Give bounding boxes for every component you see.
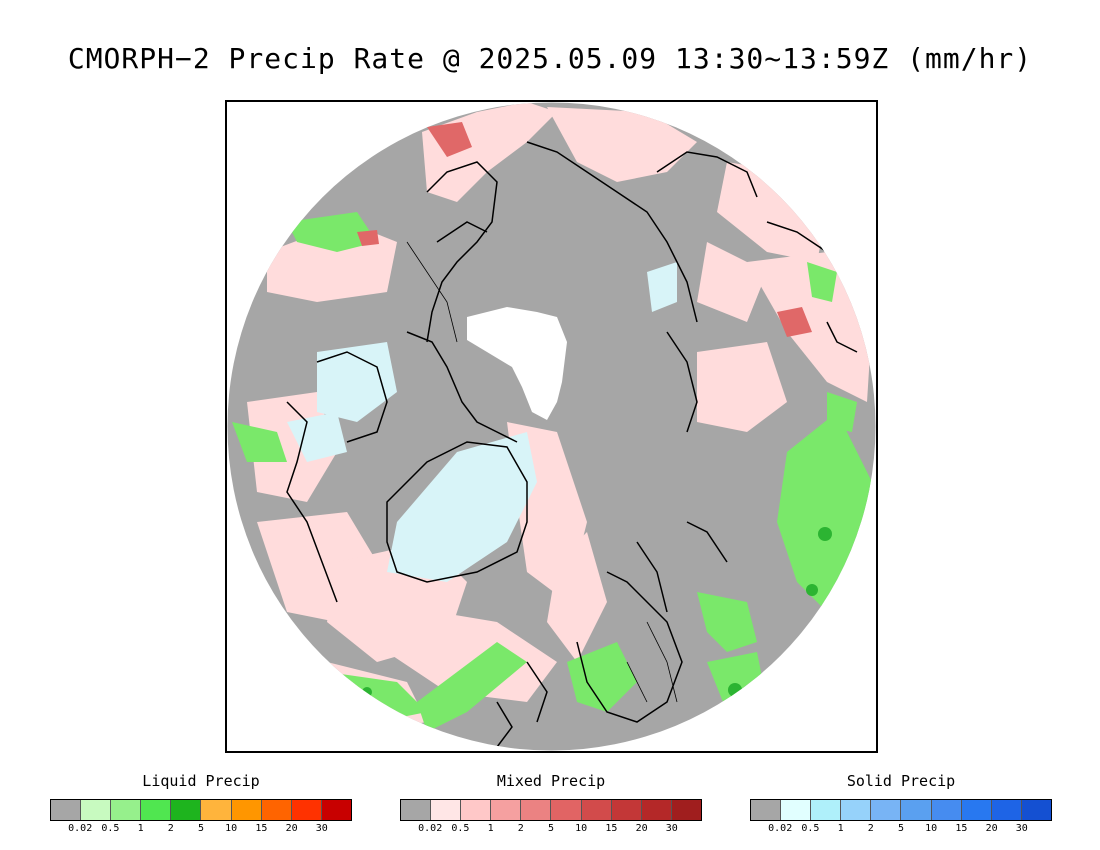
color-swatch <box>671 800 701 820</box>
color-swatch <box>431 800 462 820</box>
color-bar <box>400 799 702 821</box>
arctic-ice-cap <box>467 307 567 420</box>
tick-label: 2 <box>867 823 874 834</box>
solid-precip-areas <box>287 262 677 582</box>
tick-label: 0.02 <box>768 823 793 834</box>
legend-solid-precip: Solid Precip 0.02 0.5 1 2 5 10 15 20 30 <box>750 772 1052 835</box>
color-swatch <box>841 800 872 820</box>
color-swatch <box>991 800 1022 820</box>
legend-liquid-precip: Liquid Precip 0.02 0.5 1 2 5 10 15 20 30 <box>50 772 352 835</box>
tick-label: 20 <box>985 823 998 834</box>
tick-label: 20 <box>635 823 648 834</box>
color-swatch <box>551 800 582 820</box>
color-swatch <box>811 800 842 820</box>
color-swatch <box>201 800 232 820</box>
tick-label: 5 <box>547 823 555 834</box>
color-swatch <box>641 800 672 820</box>
tick-label: 10 <box>925 823 938 834</box>
tick-label: 2 <box>167 823 174 834</box>
mixed-heavy-cores <box>357 122 812 337</box>
liquid-precip-areas <box>232 212 872 732</box>
color-swatch <box>231 800 262 820</box>
coastlines <box>286 141 858 748</box>
tick-label: 10 <box>575 823 588 834</box>
tick-label: 30 <box>315 823 328 834</box>
tick-label: 1 <box>487 823 494 834</box>
color-swatch <box>461 800 492 820</box>
tick-labels: 0.02 0.5 1 2 5 10 15 20 30 <box>750 821 1052 835</box>
color-swatch <box>491 800 522 820</box>
legend-title: Mixed Precip <box>496 772 606 790</box>
color-swatch <box>611 800 642 820</box>
tick-label: 0.02 <box>68 823 93 834</box>
tick-label: 15 <box>955 823 968 834</box>
tick-label: 1 <box>137 823 144 834</box>
precip-map-svg <box>227 102 876 751</box>
color-swatch <box>781 800 812 820</box>
tick-label: 0.02 <box>418 823 443 834</box>
tick-label: 0.5 <box>101 823 120 834</box>
tick-label: 0.5 <box>801 823 820 834</box>
color-swatch <box>521 800 552 820</box>
color-swatch <box>901 800 932 820</box>
page-title: CMORPH−2 Precip Rate @ 2025.05.09 13:30~… <box>67 42 1033 75</box>
color-swatch <box>171 800 202 820</box>
tick-label: 30 <box>1015 823 1028 834</box>
color-swatch <box>321 800 351 820</box>
color-swatch <box>291 800 322 820</box>
color-swatch <box>141 800 172 820</box>
tick-label: 20 <box>285 823 298 834</box>
color-swatch <box>1021 800 1051 820</box>
tick-labels: 0.02 0.5 1 2 5 10 15 20 30 <box>400 821 702 835</box>
legend-mixed-precip: Mixed Precip 0.02 0.5 1 2 5 10 15 20 30 <box>400 772 702 835</box>
tick-labels: 0.02 0.5 1 2 5 10 15 20 30 <box>50 821 352 835</box>
color-swatch <box>401 800 432 820</box>
color-swatch <box>581 800 612 820</box>
tick-label: 5 <box>197 823 205 834</box>
color-bar <box>50 799 352 821</box>
color-swatch <box>261 800 292 820</box>
color-swatch <box>81 800 112 820</box>
tick-label: 1 <box>837 823 844 834</box>
color-swatch <box>51 800 82 820</box>
tick-label: 0.5 <box>451 823 470 834</box>
color-swatch <box>961 800 992 820</box>
tick-label: 15 <box>605 823 618 834</box>
tick-label: 30 <box>665 823 678 834</box>
color-bar <box>750 799 1052 821</box>
color-swatch <box>751 800 782 820</box>
color-swatch <box>111 800 142 820</box>
legend-title: Solid Precip <box>846 772 956 790</box>
polar-map <box>225 100 878 753</box>
tick-label: 5 <box>897 823 905 834</box>
tick-label: 10 <box>225 823 238 834</box>
color-swatch <box>871 800 902 820</box>
country-borders <box>406 241 678 703</box>
color-swatch <box>931 800 962 820</box>
tick-label: 2 <box>517 823 524 834</box>
legend-title: Liquid Precip <box>142 772 260 790</box>
tick-label: 15 <box>255 823 268 834</box>
